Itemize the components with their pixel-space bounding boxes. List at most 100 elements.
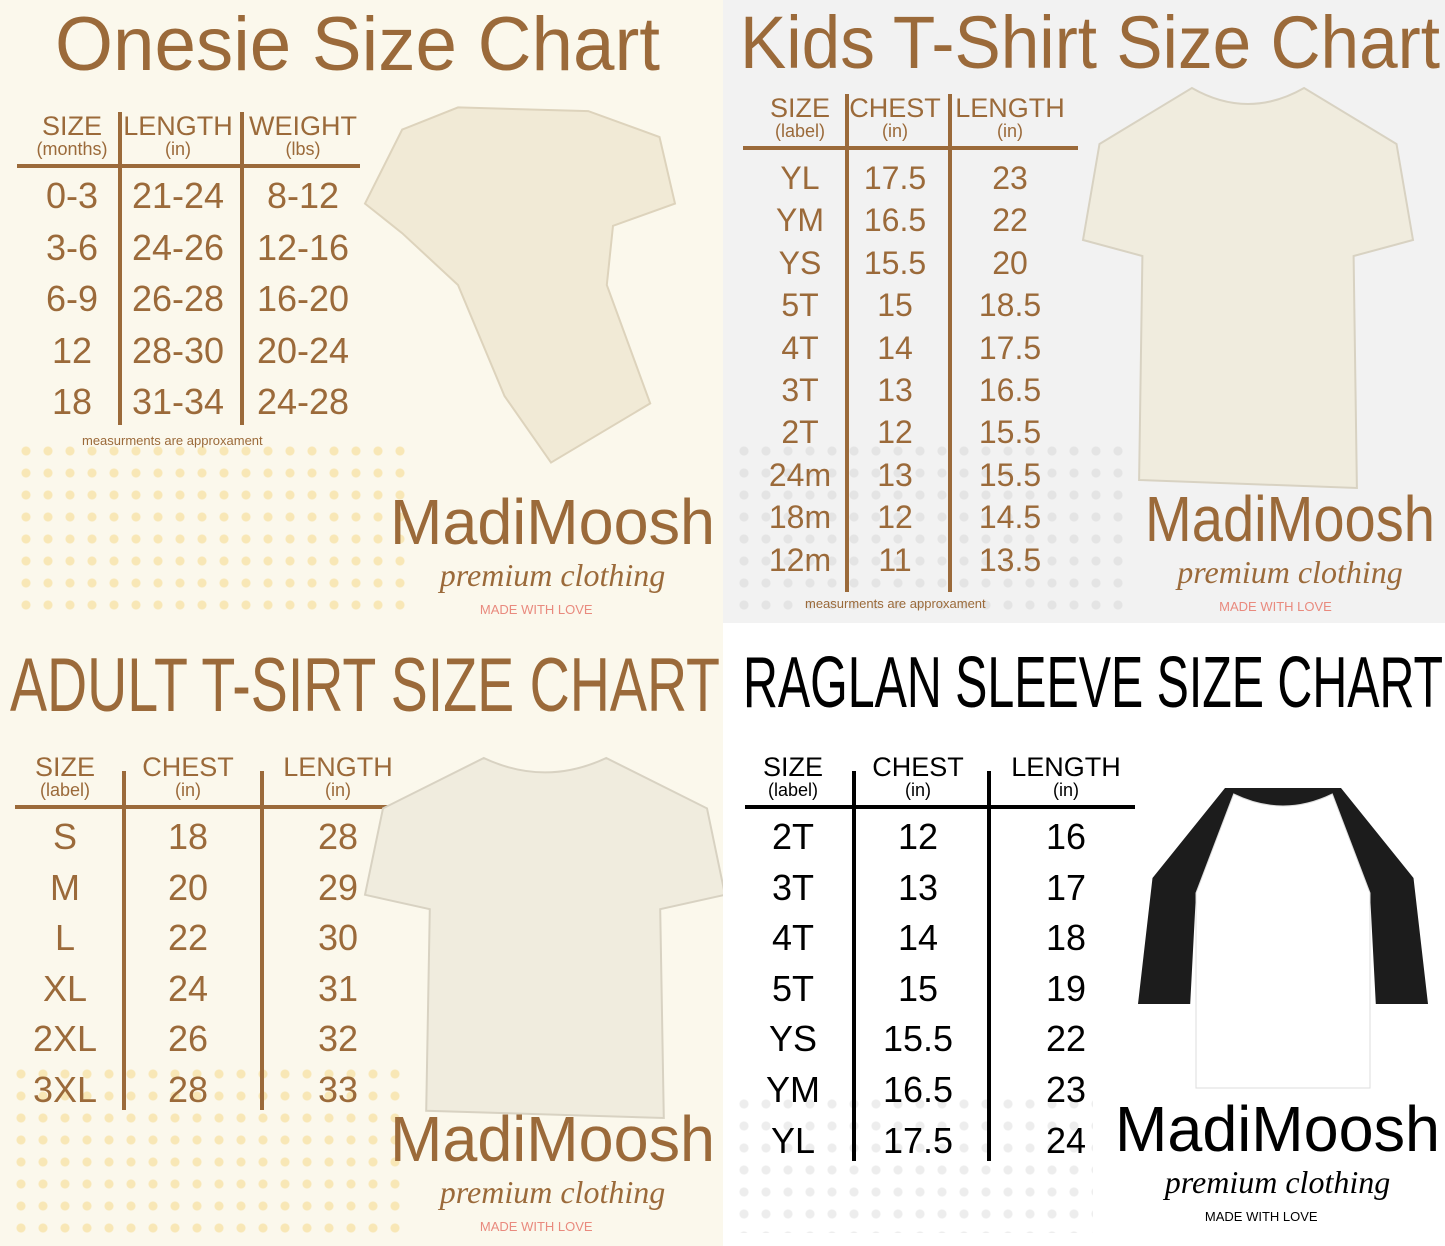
raglan-panel: RAGLAN SLEEVE SIZE CHART SIZE (label) CHEST… [723, 623, 1445, 1246]
table-cell: 12 [877, 499, 913, 536]
column-header: CHEST (in) [849, 94, 941, 141]
table-cell: 13 [877, 456, 913, 493]
table-cell: 16.5 [863, 202, 927, 239]
halftone-dots [733, 1093, 1093, 1233]
header-label: LENGTH [123, 111, 233, 141]
measurement-note: measurments are approxament [82, 433, 263, 448]
table-cell: YM [766, 1069, 820, 1110]
header-unit: (in) [325, 780, 351, 800]
table-cell: 13.5 [978, 541, 1042, 578]
table-cell: 26 [167, 1018, 209, 1060]
header-label: SIZE [34, 752, 96, 782]
table-cell: 24m [768, 456, 832, 493]
header-unit: (label) [774, 121, 826, 141]
table-cell: 12m [768, 541, 832, 578]
column-header: WEIGHT (lbs) [249, 112, 357, 159]
table-cell: 32 [317, 1018, 359, 1060]
table-cell: 16.5 [978, 372, 1042, 408]
table-cell: S [52, 816, 78, 857]
column-header: CHEST (in) [142, 753, 234, 800]
table-cell: 28 [167, 1069, 209, 1110]
table-cell: XL [42, 967, 88, 1009]
table-cell: 14 [897, 917, 939, 959]
column-divider [260, 771, 264, 1110]
header-unit: (in) [997, 121, 1023, 141]
logo-tagline: premium clothing [438, 1174, 665, 1210]
table-cell: 20 [992, 244, 1028, 281]
table-cell: 15.5 [863, 244, 927, 281]
table-cell: 13 [877, 372, 913, 408]
title-text: Kids T-Shirt Size Chart [740, 1, 1440, 84]
table-cell: 4T [781, 329, 819, 366]
table-cell: 6-9 [45, 278, 99, 319]
logo-slogan: MADE WITH LOVE [480, 602, 593, 617]
table-cell: 28 [317, 816, 359, 857]
header-divider [745, 805, 1135, 809]
onesie-image [363, 106, 677, 464]
table-cell: 24-28 [256, 381, 350, 422]
table-cell: 12 [897, 816, 939, 857]
column-divider [845, 94, 849, 592]
table-cell: YM [776, 202, 824, 239]
table-cell: 16-20 [256, 278, 350, 319]
table-cell: 17 [1045, 866, 1087, 908]
column-header: CHEST (in) [872, 753, 964, 800]
table-cell: L [54, 917, 76, 959]
column-divider [118, 112, 122, 425]
table-cell: 18m [768, 499, 832, 536]
header-label: SIZE [41, 111, 103, 141]
column-header: SIZE (label) [763, 753, 823, 800]
table-cell: YL [780, 160, 820, 196]
halftone-dots [15, 440, 415, 610]
header-label: LENGTH [283, 752, 393, 782]
header-label: CHEST [872, 752, 964, 782]
header-label: LENGTH [1011, 752, 1121, 782]
table-cell: 18 [167, 816, 209, 857]
table-cell: 20 [167, 866, 209, 908]
logo-brand: MadiMoosh [390, 486, 715, 558]
table-cell: 24 [167, 967, 209, 1009]
halftone-dots [10, 1063, 410, 1233]
table-cell: 16.5 [882, 1069, 954, 1110]
table-cell: 2T [781, 414, 819, 451]
column-header: SIZE (label) [770, 94, 830, 141]
table-cell: 18 [51, 381, 93, 422]
column-header: LENGTH (in) [955, 94, 1065, 141]
table-cell: 5T [771, 967, 815, 1009]
logo-slogan: MADE WITH LOVE [1219, 599, 1332, 614]
table-cell: 15.5 [978, 414, 1042, 451]
header-unit: (in) [174, 780, 201, 800]
table-cell: 26-28 [131, 278, 225, 319]
logo-brand: MadiMoosh [390, 1103, 715, 1175]
table-cell: M [50, 866, 80, 908]
table-cell: 18 [1045, 917, 1087, 959]
table-cell: 3T [781, 372, 819, 408]
header-unit: (label) [767, 780, 819, 800]
table-cell: 8-12 [266, 175, 340, 216]
column-divider [987, 771, 991, 1161]
column-divider [852, 771, 856, 1161]
header-label: SIZE [769, 93, 831, 123]
table-cell: 2T [771, 816, 815, 857]
table-cell: 29 [317, 866, 359, 908]
table-cell: 12-16 [256, 226, 350, 268]
table-cell: 15 [897, 967, 939, 1009]
table-cell: 2XL [32, 1018, 98, 1060]
table-cell: 12 [51, 329, 93, 371]
header-unit: (label) [39, 780, 91, 800]
table-cell: 11 [878, 541, 912, 578]
header-unit: (lbs) [285, 139, 321, 159]
chart-title: Kids T-Shirt Size Chart [740, 1, 1440, 84]
table-cell: 28-30 [131, 329, 225, 371]
adult-tshirt-panel: ADULT T-SIRT SIZE CHART SIZE (label) CHEST(… [0, 623, 723, 1246]
header-label: LENGTH [955, 93, 1065, 123]
logo-brand: MadiMoosh [1145, 483, 1435, 555]
column-header: SIZE (months) [36, 112, 107, 159]
header-label: WEIGHT [249, 111, 357, 141]
column-divider [948, 94, 952, 592]
measurement-note: measurments are approxament [805, 596, 986, 611]
table-cell: 18.5 [978, 287, 1042, 324]
table-cell: 3XL [32, 1069, 98, 1110]
